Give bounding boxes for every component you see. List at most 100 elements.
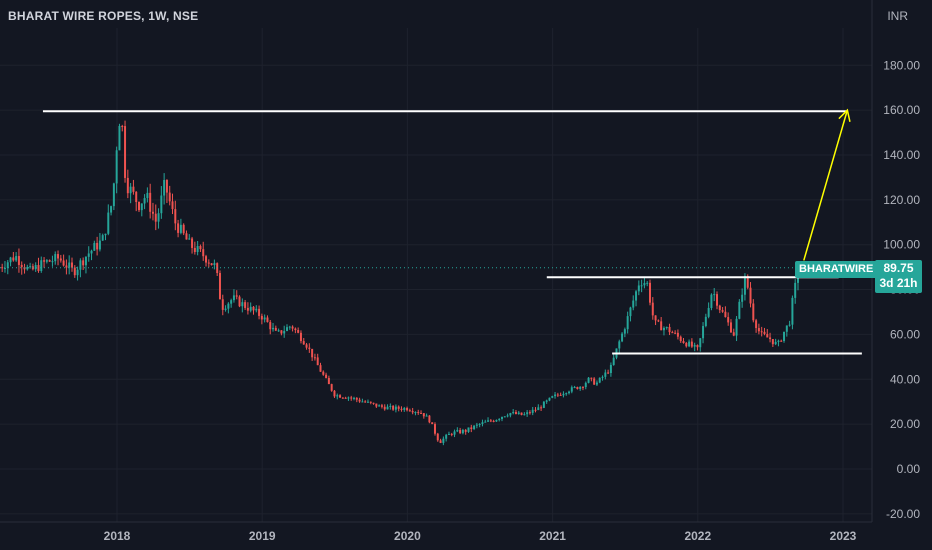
candle-body	[327, 377, 330, 385]
candle-body	[623, 329, 626, 334]
candle-body	[609, 364, 612, 374]
drawn-arrow-head	[838, 108, 851, 122]
candle-body	[509, 413, 512, 416]
candle-body	[735, 318, 738, 336]
candle-body	[618, 341, 621, 349]
candle-body	[439, 440, 442, 443]
candle-body	[62, 260, 65, 266]
candle-body	[738, 301, 741, 319]
candle-body	[90, 250, 93, 254]
candle-body	[154, 213, 157, 222]
candle-body	[333, 390, 336, 397]
candle-body	[637, 285, 640, 292]
candle-body	[777, 340, 780, 342]
y-tick-label: 60.00	[890, 327, 920, 341]
candle-body	[202, 249, 205, 257]
y-tick-label: 160.00	[883, 103, 920, 117]
y-tick-label: 100.00	[883, 238, 920, 252]
candle-body	[177, 223, 180, 233]
candle-body	[774, 341, 777, 345]
candle-body	[199, 246, 202, 250]
x-tick-label: 2019	[249, 529, 276, 543]
candle-body	[322, 371, 325, 375]
candle-body	[397, 406, 400, 409]
candle-body	[339, 395, 342, 398]
candle-body	[207, 262, 210, 264]
candle-body	[428, 415, 431, 423]
candle-body	[98, 240, 101, 250]
candle-body	[651, 302, 654, 316]
candle-body	[528, 412, 531, 414]
candle-body	[372, 402, 375, 404]
candle-body	[576, 387, 579, 390]
candle-body	[191, 238, 194, 248]
candle-body	[417, 412, 420, 414]
candle-body	[160, 195, 163, 214]
candle-body	[280, 330, 283, 334]
last-price-tag: 89.75 3d 21h	[875, 260, 922, 293]
candle-body	[459, 430, 462, 434]
candle-body	[662, 327, 665, 331]
candle-body	[749, 287, 752, 304]
candle-body	[542, 401, 545, 408]
candle-body	[461, 429, 464, 434]
candle-body	[221, 299, 224, 310]
candle-body	[325, 374, 328, 378]
candle-body	[595, 382, 598, 385]
candle-body	[721, 310, 724, 312]
candle-body	[84, 256, 87, 266]
candle-body	[540, 407, 543, 409]
x-tick-label: 2022	[684, 529, 711, 543]
candle-body	[425, 415, 428, 417]
candle-body	[718, 305, 721, 311]
y-tick-label: 140.00	[883, 148, 920, 162]
candle-body	[445, 434, 448, 439]
candle-body	[230, 300, 233, 304]
candle-body	[366, 401, 369, 403]
candle-body	[196, 246, 199, 252]
candle-body	[676, 332, 679, 337]
candle-body	[601, 376, 604, 378]
candle-body	[520, 412, 523, 415]
candle-body	[272, 327, 275, 330]
candle-body	[556, 394, 559, 396]
candle-body	[489, 420, 492, 422]
candle-body	[305, 344, 308, 348]
candle-body	[565, 393, 568, 395]
candle-body	[554, 394, 557, 397]
candle-body	[394, 406, 397, 410]
candle-body	[760, 331, 763, 333]
candle-body	[573, 387, 576, 389]
candle-body	[685, 342, 688, 347]
candle-body	[15, 256, 18, 261]
candle-body	[179, 224, 182, 233]
candle-body	[433, 424, 436, 434]
candle-body	[149, 192, 152, 212]
candle-body	[475, 424, 478, 426]
candle-body	[1, 267, 4, 269]
candle-body	[285, 327, 288, 331]
candle-body	[29, 266, 32, 268]
symbol-price-label[interactable]: BHARATWIRE	[795, 261, 878, 278]
candle-body	[132, 186, 135, 192]
candle-body	[559, 394, 562, 396]
candle-body	[732, 332, 735, 336]
candle-body	[514, 412, 517, 414]
candle-body	[492, 420, 495, 422]
y-tick-label: 40.00	[890, 372, 920, 386]
candle-body	[671, 332, 674, 334]
candle-body	[724, 311, 727, 318]
currency-label: INR	[887, 9, 908, 23]
candle-body	[313, 357, 316, 359]
candle-body	[400, 408, 403, 410]
candle-body	[224, 308, 227, 310]
candle-body	[470, 427, 473, 430]
candle-body	[481, 422, 484, 425]
candle-body	[674, 332, 677, 334]
candle-body	[311, 348, 314, 358]
candle-body	[743, 275, 746, 295]
candle-body	[495, 419, 498, 422]
candle-body	[414, 412, 417, 414]
